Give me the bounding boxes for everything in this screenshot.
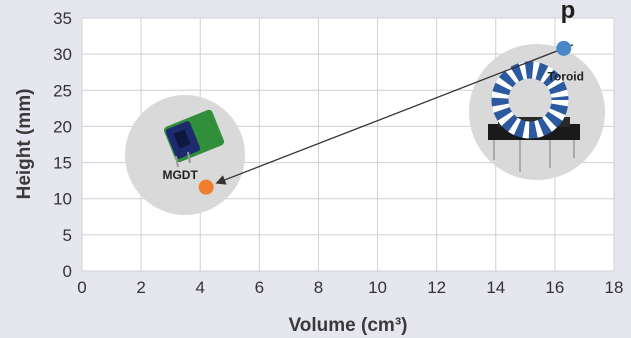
x-tick-label: 6 [255, 278, 264, 297]
chart-title: p [561, 0, 576, 24]
mgdt-component-photo [163, 109, 225, 168]
x-axis-title: Volume (cm³) [289, 315, 408, 336]
y-tick-label: 0 [63, 262, 72, 281]
y-tick-label: 35 [53, 9, 72, 28]
arrow-toroid-to-mgdt [215, 44, 574, 185]
x-tick-label: 2 [136, 278, 145, 297]
y-tick-label: 15 [53, 154, 72, 173]
y-tick-label: 10 [53, 190, 72, 209]
y-axis-title: Height (mm) [14, 89, 35, 200]
x-tick-label: 4 [195, 278, 204, 297]
data-points [198, 40, 572, 195]
mgdt-illustration [125, 95, 245, 215]
annotation-mgdt: MGDT [162, 168, 198, 182]
y-tick-labels: 0 5 10 15 20 25 30 35 [53, 9, 72, 281]
x-tick-label: 14 [486, 278, 505, 297]
toroid-inductor-photo [488, 61, 580, 172]
x-tick-label: 8 [314, 278, 323, 297]
point-mgdt [198, 179, 214, 195]
x-tick-label: 0 [77, 278, 86, 297]
annotation-toroid: Toroid [548, 69, 584, 83]
y-tick-label: 5 [63, 226, 72, 245]
toroid-illustration [469, 44, 605, 180]
y-tick-label: 30 [53, 45, 72, 64]
x-tick-label: 12 [427, 278, 446, 297]
x-tick-label: 18 [605, 278, 624, 297]
x-tick-labels: 0 2 4 6 8 10 12 14 16 18 [77, 278, 623, 297]
x-tick-label: 10 [368, 278, 387, 297]
point-toroid [556, 40, 572, 56]
y-tick-label: 20 [53, 117, 72, 136]
x-tick-label: 16 [545, 278, 564, 297]
y-tick-label: 25 [53, 81, 72, 100]
